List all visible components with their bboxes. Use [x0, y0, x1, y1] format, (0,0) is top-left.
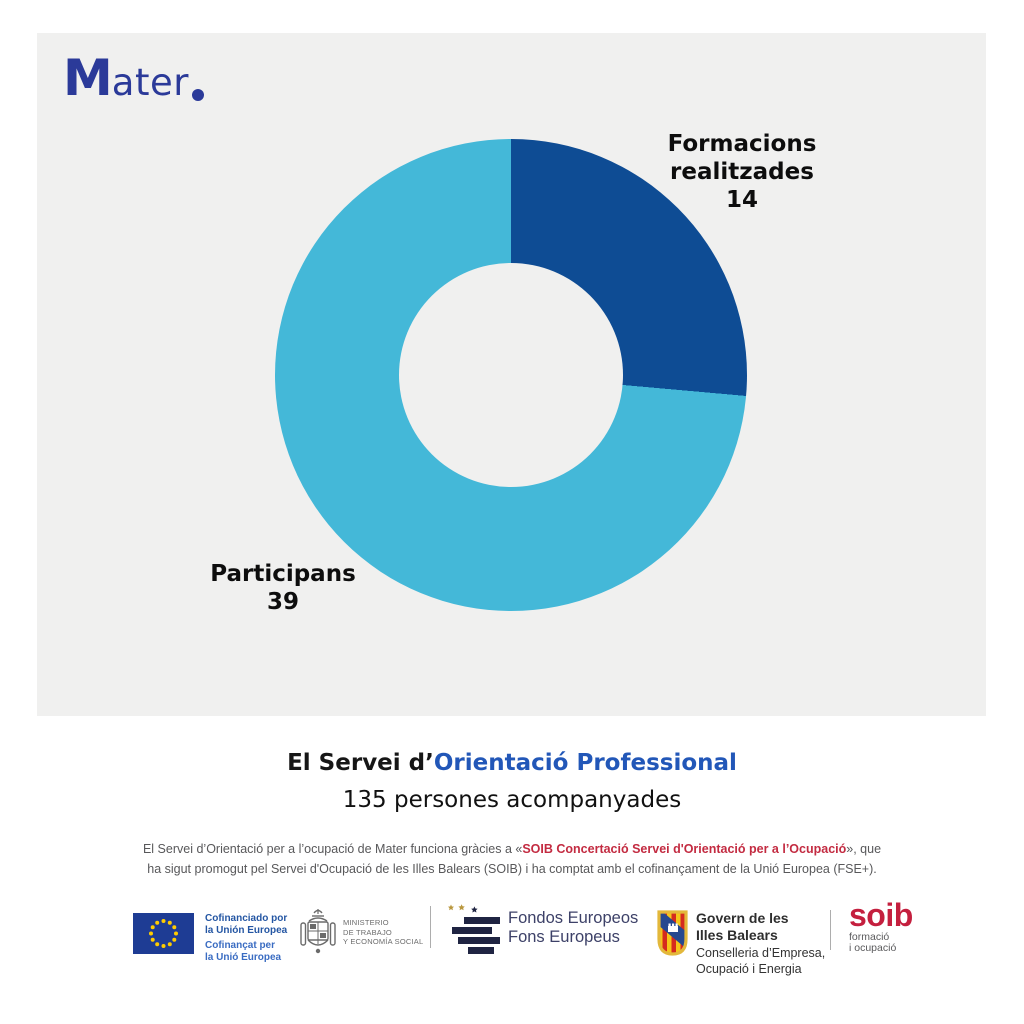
govern-label: Govern de les Illes Balears Conselleria … [696, 910, 825, 977]
ministry-line3: Y ECONOMÍA SOCIAL [343, 937, 424, 946]
fondos-line1: Fondos Europeos [508, 909, 639, 927]
spain-coat-of-arms-icon [300, 909, 336, 954]
mater-logo-initial: M [63, 49, 113, 107]
eu-flag-icon [133, 913, 194, 954]
fondos-line2: Fons Europeus [508, 928, 620, 946]
soib-sub1: formació [849, 931, 890, 943]
mater-logo: Mater [63, 49, 204, 107]
page-title: El Servei d’Orientació Professional [0, 750, 1024, 776]
govern-line2: Illes Balears [696, 926, 778, 943]
chart-panel: Mater Formacions realitzades 14 Particip… [37, 33, 986, 716]
govern-line3: Conselleria d’Empresa, [696, 946, 826, 960]
segment-label-participans: Participans 39 [178, 560, 388, 616]
ministry-line1: MINISTERIO [343, 918, 389, 927]
ministry-line2: DE TRABAJO [343, 927, 392, 937]
mater-logo-dot-icon [191, 89, 204, 101]
disclaimer-text-pre: El Servei d’Orientació per a l’ocupació … [142, 842, 523, 856]
donut-hole [398, 262, 624, 488]
govern-line1: Govern de les [696, 910, 789, 926]
illes-balears-shield-icon [657, 910, 688, 956]
soib-wordmark: soib [849, 897, 913, 933]
eu-text-es-line1: Cofinanciado por [205, 913, 288, 924]
ministry-label: MINISTERIO DE TRABAJO Y ECONOMÍA SOCIAL [343, 918, 423, 947]
segment-label-text: Participans [210, 561, 356, 587]
segment-value: 39 [266, 589, 299, 615]
title-highlight: Orientació Professional [433, 750, 737, 776]
eu-flag-stars [149, 919, 178, 948]
fondos-europeos-icon [448, 904, 500, 954]
page-subtitle: 135 persones acompanyades [342, 787, 682, 813]
mater-logo-text: ater [111, 61, 189, 104]
disclaimer-program-name: SOIB Concertació Servei d'Orientació per… [522, 842, 847, 856]
disclaimer-text-post: », que [846, 842, 882, 856]
segment-label-formacions: Formacions realitzades 14 [637, 130, 847, 214]
segment-value: 14 [725, 187, 758, 213]
donut-chart [275, 139, 747, 611]
title-prefix: El Servei d’ [287, 750, 434, 776]
funding-disclaimer: El Servei d’Orientació per a l’ocupació … [102, 839, 922, 879]
eu-cofunding-text: Cofinanciado por la Unión Europea Cofina… [205, 913, 287, 964]
eu-text-es-line2: la Unión Europea [205, 925, 288, 936]
govern-line4: Ocupació i Energia [696, 961, 802, 976]
eu-text-ca-line1: Cofinançat per [205, 940, 276, 951]
footer-divider-2 [830, 910, 831, 950]
disclaimer-line2: ha sigut promogut pel Servei d'Ocupació … [147, 862, 877, 876]
soib-sub2: i ocupació [849, 942, 897, 954]
fondos-europeos-label: Fondos Europeos Fons Europeus [508, 909, 638, 947]
eu-text-ca-line2: la Unió Europea [205, 952, 282, 963]
footer-divider-1 [430, 906, 431, 948]
segment-label-text: Formacions realitzades [667, 131, 817, 185]
soib-logo: soib formació i ocupació [849, 899, 913, 954]
